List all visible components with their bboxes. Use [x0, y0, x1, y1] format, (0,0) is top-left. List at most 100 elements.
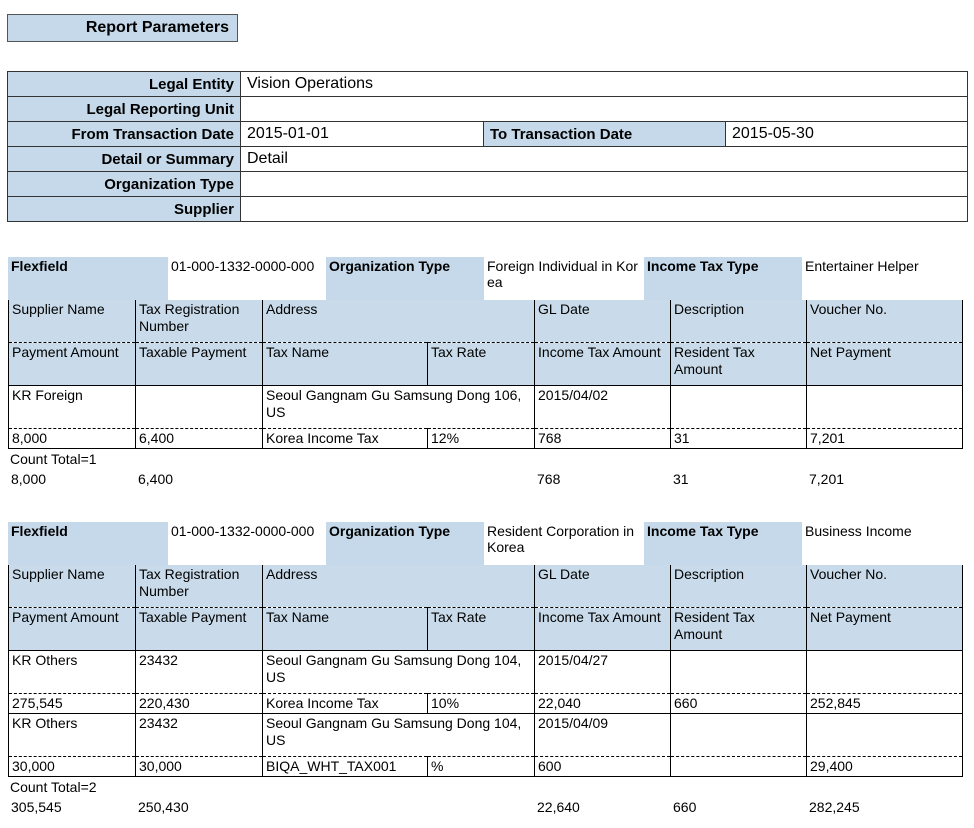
- parameter-label: Detail or Summary: [7, 146, 241, 172]
- group-label: Organization Type: [326, 257, 484, 300]
- totals-row: 8,000 6,400 768 31 7,201: [8, 468, 962, 490]
- column-header: Net Payment: [806, 607, 964, 651]
- column-header: Tax Rate: [426, 342, 536, 386]
- record-cell: [670, 713, 808, 757]
- column-header: Tax Name: [262, 342, 428, 386]
- record-line: KR Others 23432 Seoul Gangnam Gu Samsung D…: [8, 650, 964, 694]
- column-header: Tax Name: [262, 607, 428, 651]
- group-label: Flexfield: [8, 257, 168, 300]
- parameter-value: 2015-01-01: [240, 121, 484, 147]
- column-header: Description: [670, 565, 808, 608]
- parameter-label: From Transaction Date: [7, 121, 241, 147]
- record-line: KR Foreign Seoul Gangnam Gu Samsung Dong …: [8, 385, 964, 429]
- parameters-table: Legal Entity Vision Operations Legal Repor…: [7, 71, 969, 222]
- column-header: Taxable Payment: [135, 342, 263, 386]
- column-header: Description: [670, 300, 808, 343]
- total-cell: 305,545: [11, 799, 62, 815]
- supplier-group: Flexfield 01-000-1332-0000-000 Organizatio…: [8, 257, 964, 490]
- total-cell: [262, 468, 427, 490]
- record-cell: [806, 713, 964, 757]
- column-header-row: Supplier Name Tax Registration Number Addr…: [8, 565, 964, 608]
- record-cell: 23432: [135, 650, 263, 694]
- record-line: 30,000 30,000 BIQA_WHT_TAX001% 600 29,400: [8, 756, 964, 777]
- column-header: Voucher No.: [806, 565, 964, 608]
- record-cell: 23432: [135, 713, 263, 757]
- total-cell: 6,400: [138, 471, 174, 487]
- record-cell: 7,201: [806, 428, 964, 449]
- group-value: Foreign Individual in Korea: [487, 258, 638, 290]
- total-cell: [427, 468, 534, 490]
- parameter-value: [239, 96, 969, 122]
- total-cell: 768: [537, 471, 561, 487]
- column-header: Voucher No.: [806, 300, 964, 343]
- parameter-label: Organization Type: [7, 171, 241, 197]
- total-cell: 31: [673, 471, 689, 487]
- column-header-row: Supplier Name Tax Registration Number Addr…: [8, 300, 964, 343]
- record-cell: 8,000: [8, 428, 136, 449]
- record-cell: 22,040: [534, 693, 672, 714]
- total-cell: 22,640: [537, 799, 580, 815]
- record-cell: 29,400: [806, 756, 964, 777]
- record-cell: KR Foreign: [8, 385, 136, 429]
- record-cell: 2015/04/27: [534, 650, 672, 694]
- detail-table: Supplier Name Tax Registration Number Addr…: [8, 565, 964, 777]
- parameter-label: Legal Reporting Unit: [7, 96, 241, 122]
- record-cell: 2015/04/09: [534, 713, 672, 757]
- group-value: 01-000-1332-0000-000: [171, 258, 315, 274]
- group-label: Flexfield: [8, 522, 168, 565]
- parameter-label: To Transaction Date: [483, 121, 726, 147]
- column-header: GL Date: [534, 300, 672, 343]
- parameter-row: Supplier: [7, 196, 969, 222]
- totals-table: 8,000 6,400 768 31 7,201: [8, 468, 962, 490]
- column-header-row: Payment Amount Taxable Payment Tax Name Tax…: [8, 607, 964, 651]
- record-cell: [670, 385, 808, 429]
- supplier-group: Flexfield 01-000-1332-0000-000 Organizatio…: [8, 522, 964, 818]
- record-cell: %: [426, 756, 536, 777]
- flexfield-row: Flexfield 01-000-1332-0000-000 Organizatio…: [8, 522, 962, 565]
- record-cell: Seoul Gangnam Gu Samsung Dong 106, US: [261, 385, 536, 429]
- group-value: Resident Corporation in Korea: [487, 523, 635, 555]
- record-cell: KR Others: [8, 650, 136, 694]
- column-header: Payment Amount: [8, 607, 136, 651]
- parameter-value: Vision Operations: [239, 71, 969, 97]
- parameter-label: Legal Entity: [7, 71, 241, 97]
- record-cell: 12%: [426, 428, 536, 449]
- detail-table: Supplier Name Tax Registration Number Addr…: [8, 300, 964, 449]
- column-header: Income Tax Amount: [534, 342, 672, 386]
- parameter-label: Supplier: [7, 196, 241, 222]
- flexfield-row: Flexfield 01-000-1332-0000-000 Organizatio…: [8, 257, 962, 300]
- record-cell: 31: [670, 428, 808, 449]
- total-cell: 7,201: [809, 471, 845, 487]
- group-value: Entertainer Helper: [805, 258, 919, 274]
- parameter-value: 2015-05-30: [724, 121, 969, 147]
- count-total: Count Total=2: [10, 779, 97, 795]
- record-cell: [670, 756, 808, 777]
- record-cell: 10%: [426, 693, 536, 714]
- column-header-row: Payment Amount Taxable Payment Tax Name Tax…: [8, 342, 964, 386]
- parameter-row: Legal Reporting Unit: [7, 96, 969, 122]
- column-header: Supplier Name: [8, 300, 136, 343]
- record-cell: Seoul Gangnam Gu Samsung Dong 104, US: [261, 713, 536, 757]
- total-cell: 8,000: [11, 471, 47, 487]
- column-header: Address: [261, 300, 536, 343]
- record-cell: 275,545: [8, 693, 136, 714]
- record-cell: [135, 385, 263, 429]
- column-header: Taxable Payment: [135, 607, 263, 651]
- group-label: Income Tax Type: [644, 522, 802, 565]
- column-header: Tax Registration Number: [135, 565, 263, 608]
- total-cell: 282,245: [809, 799, 860, 815]
- record-cell: 600: [534, 756, 672, 777]
- record-cell: 768: [534, 428, 672, 449]
- totals-table: 305,545 250,430 22,640 660 282,245: [8, 796, 962, 818]
- group-label: Organization Type: [326, 522, 484, 565]
- column-header: Payment Amount: [8, 342, 136, 386]
- total-cell: 660: [673, 799, 697, 815]
- group-value: 01-000-1332-0000-000: [171, 523, 315, 539]
- record-cell: 6,400: [135, 428, 263, 449]
- record-cell: KR Others: [8, 713, 136, 757]
- group-label: Income Tax Type: [644, 257, 802, 300]
- record-cell: [806, 650, 964, 694]
- total-cell: [262, 796, 427, 818]
- record-cell: [670, 650, 808, 694]
